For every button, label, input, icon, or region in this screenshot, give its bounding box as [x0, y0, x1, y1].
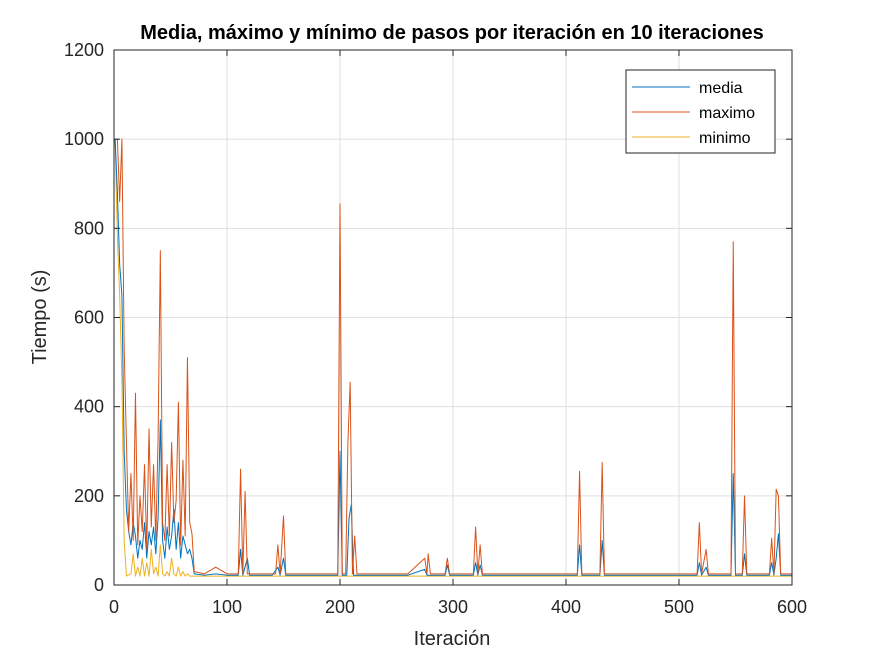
- chart-title: Media, máximo y mínimo de pasos por iter…: [140, 22, 764, 44]
- x-axis-label: Iteración: [414, 628, 491, 650]
- y-tick-labels: 0 200 400 600 800 1000 1200: [64, 40, 104, 595]
- x-tick-label: 300: [438, 597, 468, 617]
- legend-label-maximo: maximo: [699, 105, 755, 122]
- legend-label-media: media: [699, 80, 743, 97]
- y-tick-label: 600: [74, 308, 104, 328]
- y-tick-label: 200: [74, 486, 104, 506]
- y-tick-label: 800: [74, 218, 104, 238]
- x-tick-label: 500: [664, 597, 694, 617]
- series-line-minimo: [114, 139, 792, 577]
- y-axis-label: Tiempo (s): [29, 270, 51, 365]
- series-line-maximo: [115, 138, 792, 575]
- y-tick-label: 0: [94, 575, 104, 595]
- x-tick-label: 400: [551, 597, 581, 617]
- ticks: [113, 49, 793, 586]
- x-tick-label: 200: [325, 597, 355, 617]
- series-layer: [114, 138, 792, 577]
- x-tick-label: 0: [109, 597, 119, 617]
- x-tick-label: 600: [777, 597, 807, 617]
- y-tick-label: 400: [74, 397, 104, 417]
- series-line-media: [114, 139, 792, 576]
- x-tick-labels: 0 100 200 300 400 500 600: [109, 597, 807, 617]
- legend: media maximo minimo: [625, 69, 776, 154]
- y-tick-label: 1000: [64, 129, 104, 149]
- legend-label-minimo: minimo: [699, 130, 751, 147]
- x-tick-label: 100: [212, 597, 242, 617]
- y-tick-label: 1200: [64, 40, 104, 60]
